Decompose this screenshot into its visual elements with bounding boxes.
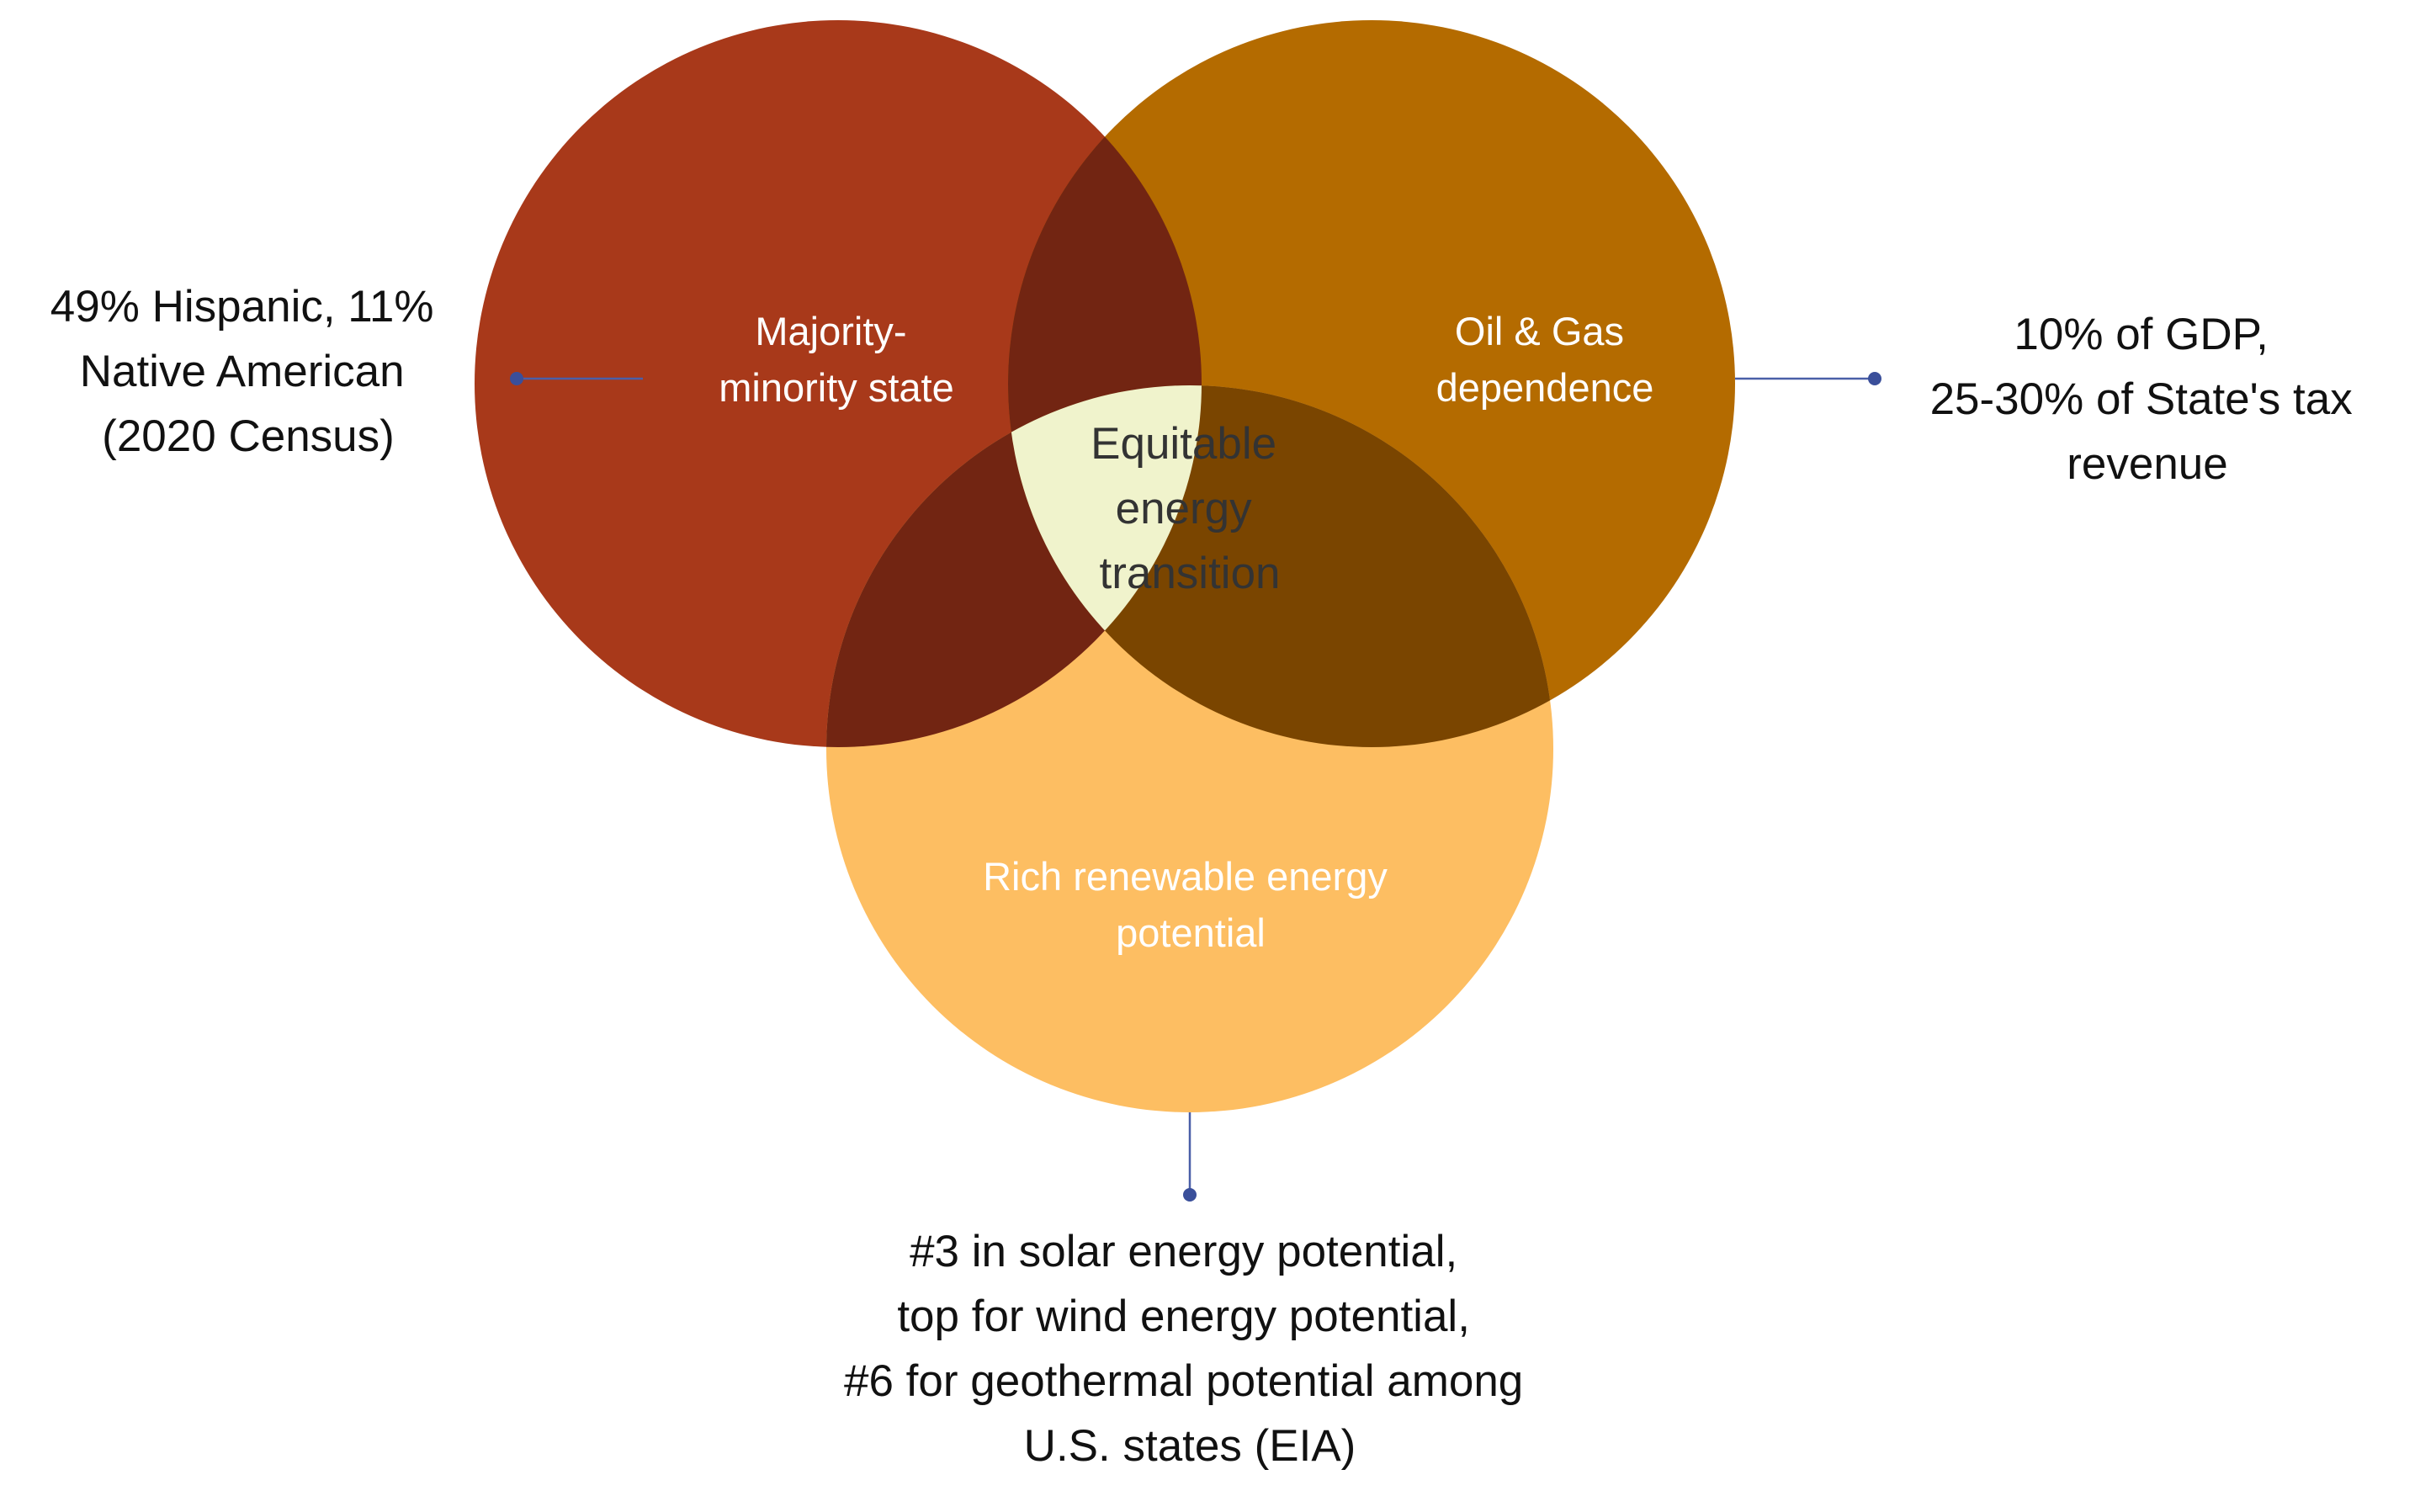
label-center: Equitable energy transition — [1091, 419, 1289, 598]
label-line: minority state — [719, 365, 953, 410]
annotation-line: revenue — [2067, 439, 2228, 489]
connector-left-dot — [510, 372, 523, 385]
annotation-bottom: #3 in solar energy potential, top for wi… — [844, 1227, 1536, 1471]
annotation-line: 10% of GDP, — [2014, 310, 2268, 359]
annotation-left: 49% Hispanic, 11% Native American (2020 … — [50, 282, 446, 461]
annotation-line: 25-30% of State's tax — [1930, 374, 2353, 424]
label-line: Rich renewable energy — [983, 854, 1388, 899]
label-line: transition — [1099, 549, 1280, 598]
label-renewable: Rich renewable energy potential — [983, 854, 1398, 955]
label-oil-gas: Oil & Gas dependence — [1436, 309, 1654, 410]
label-line: potential — [1116, 910, 1266, 955]
annotation-line: #6 for geothermal potential among — [844, 1356, 1523, 1406]
annotation-line: 49% Hispanic, 11% — [50, 282, 434, 332]
annotation-line: Native American — [80, 347, 405, 396]
label-line: dependence — [1436, 365, 1654, 410]
overlap-majority-renewable — [826, 385, 1202, 747]
connector-bottom-dot — [1183, 1188, 1197, 1202]
label-line: Equitable — [1091, 419, 1276, 469]
label-majority-minority: Majority- minority state — [719, 309, 953, 410]
annotation-line: (2020 Census) — [102, 411, 395, 461]
label-line: Oil & Gas — [1455, 309, 1624, 353]
overlap-oil-renewable — [1008, 385, 1553, 747]
annotation-line: top for wind energy potential, — [897, 1292, 1470, 1341]
annotation-right: 10% of GDP, 25-30% of State's tax revenu… — [1930, 310, 2365, 489]
annotation-line: U.S. states (EIA) — [1024, 1421, 1356, 1471]
annotation-line: #3 in solar energy potential, — [910, 1227, 1457, 1276]
label-line: Majority- — [755, 309, 906, 353]
label-line: energy — [1116, 484, 1253, 533]
connector-right-dot — [1868, 372, 1881, 385]
